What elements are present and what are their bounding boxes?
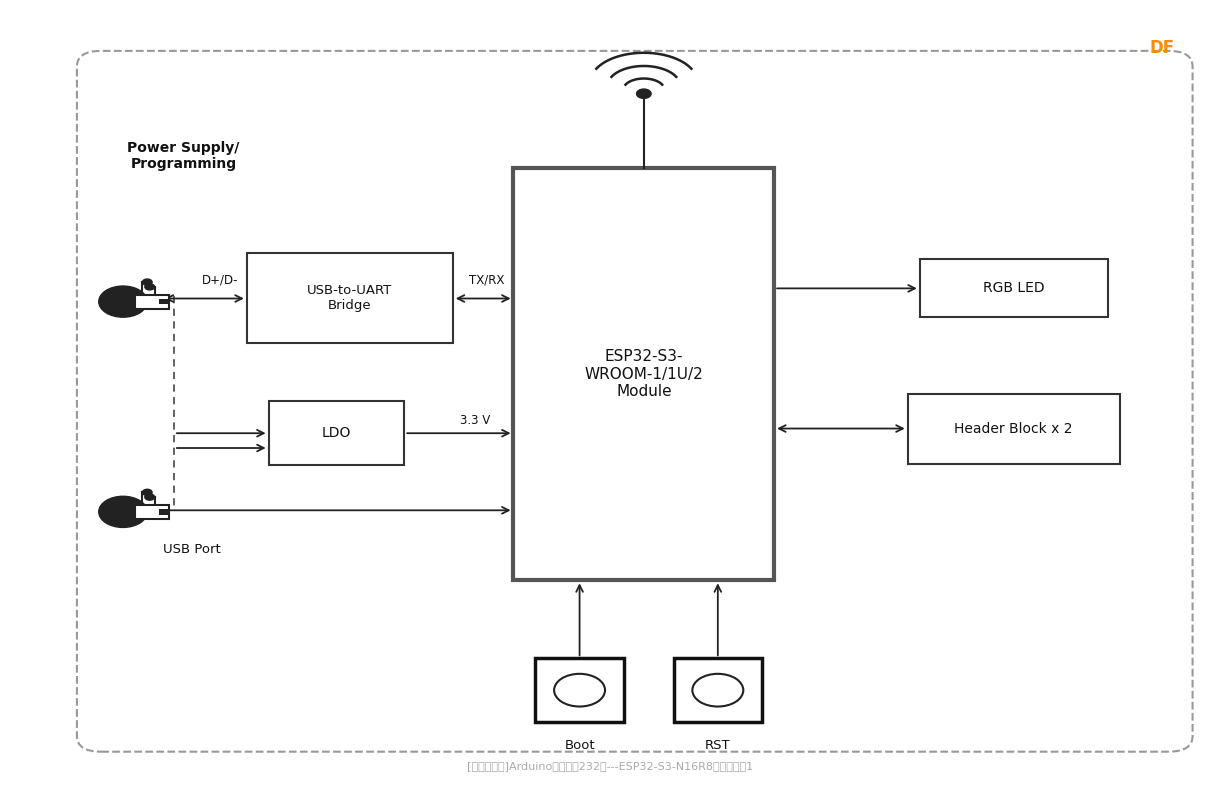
Circle shape (143, 279, 153, 285)
Text: LDO: LDO (322, 427, 352, 440)
Circle shape (99, 286, 148, 317)
Bar (136, 294, 168, 309)
Bar (247, 253, 453, 343)
Text: D+/D-: D+/D- (201, 273, 238, 286)
Text: USB Port: USB Port (164, 543, 221, 556)
Bar (160, 509, 167, 515)
Text: USB-to-UART
Bridge: USB-to-UART Bridge (308, 284, 392, 312)
Bar (269, 401, 404, 465)
Text: DF: DF (1149, 39, 1175, 57)
Bar (535, 658, 624, 722)
Text: 3.3 V: 3.3 V (459, 414, 490, 427)
Bar (674, 658, 762, 722)
Circle shape (636, 89, 651, 98)
Circle shape (145, 494, 155, 501)
Circle shape (143, 490, 153, 496)
Circle shape (554, 674, 606, 707)
Circle shape (99, 497, 148, 527)
Text: Boot: Boot (564, 739, 595, 752)
Text: RST: RST (705, 739, 730, 752)
Text: ESP32-S3-
WROOM-1/1U/2
Module: ESP32-S3- WROOM-1/1U/2 Module (585, 349, 703, 399)
Text: [花雕学编程]Arduino动手做（232）---ESP32-S3-N16R8开发环境图1: [花雕学编程]Arduino动手做（232）---ESP32-S3-N16R8开… (468, 761, 753, 770)
Circle shape (145, 283, 155, 290)
Text: TX/RX: TX/RX (469, 273, 504, 286)
Text: Power Supply/
Programming: Power Supply/ Programming (127, 141, 239, 171)
Bar (919, 259, 1107, 317)
Text: RGB LED: RGB LED (983, 281, 1044, 295)
Bar (136, 504, 168, 519)
Circle shape (692, 674, 744, 707)
Text: Header Block x 2: Header Block x 2 (955, 422, 1073, 435)
Bar (514, 168, 774, 580)
Bar (160, 299, 167, 305)
Bar (907, 394, 1120, 464)
